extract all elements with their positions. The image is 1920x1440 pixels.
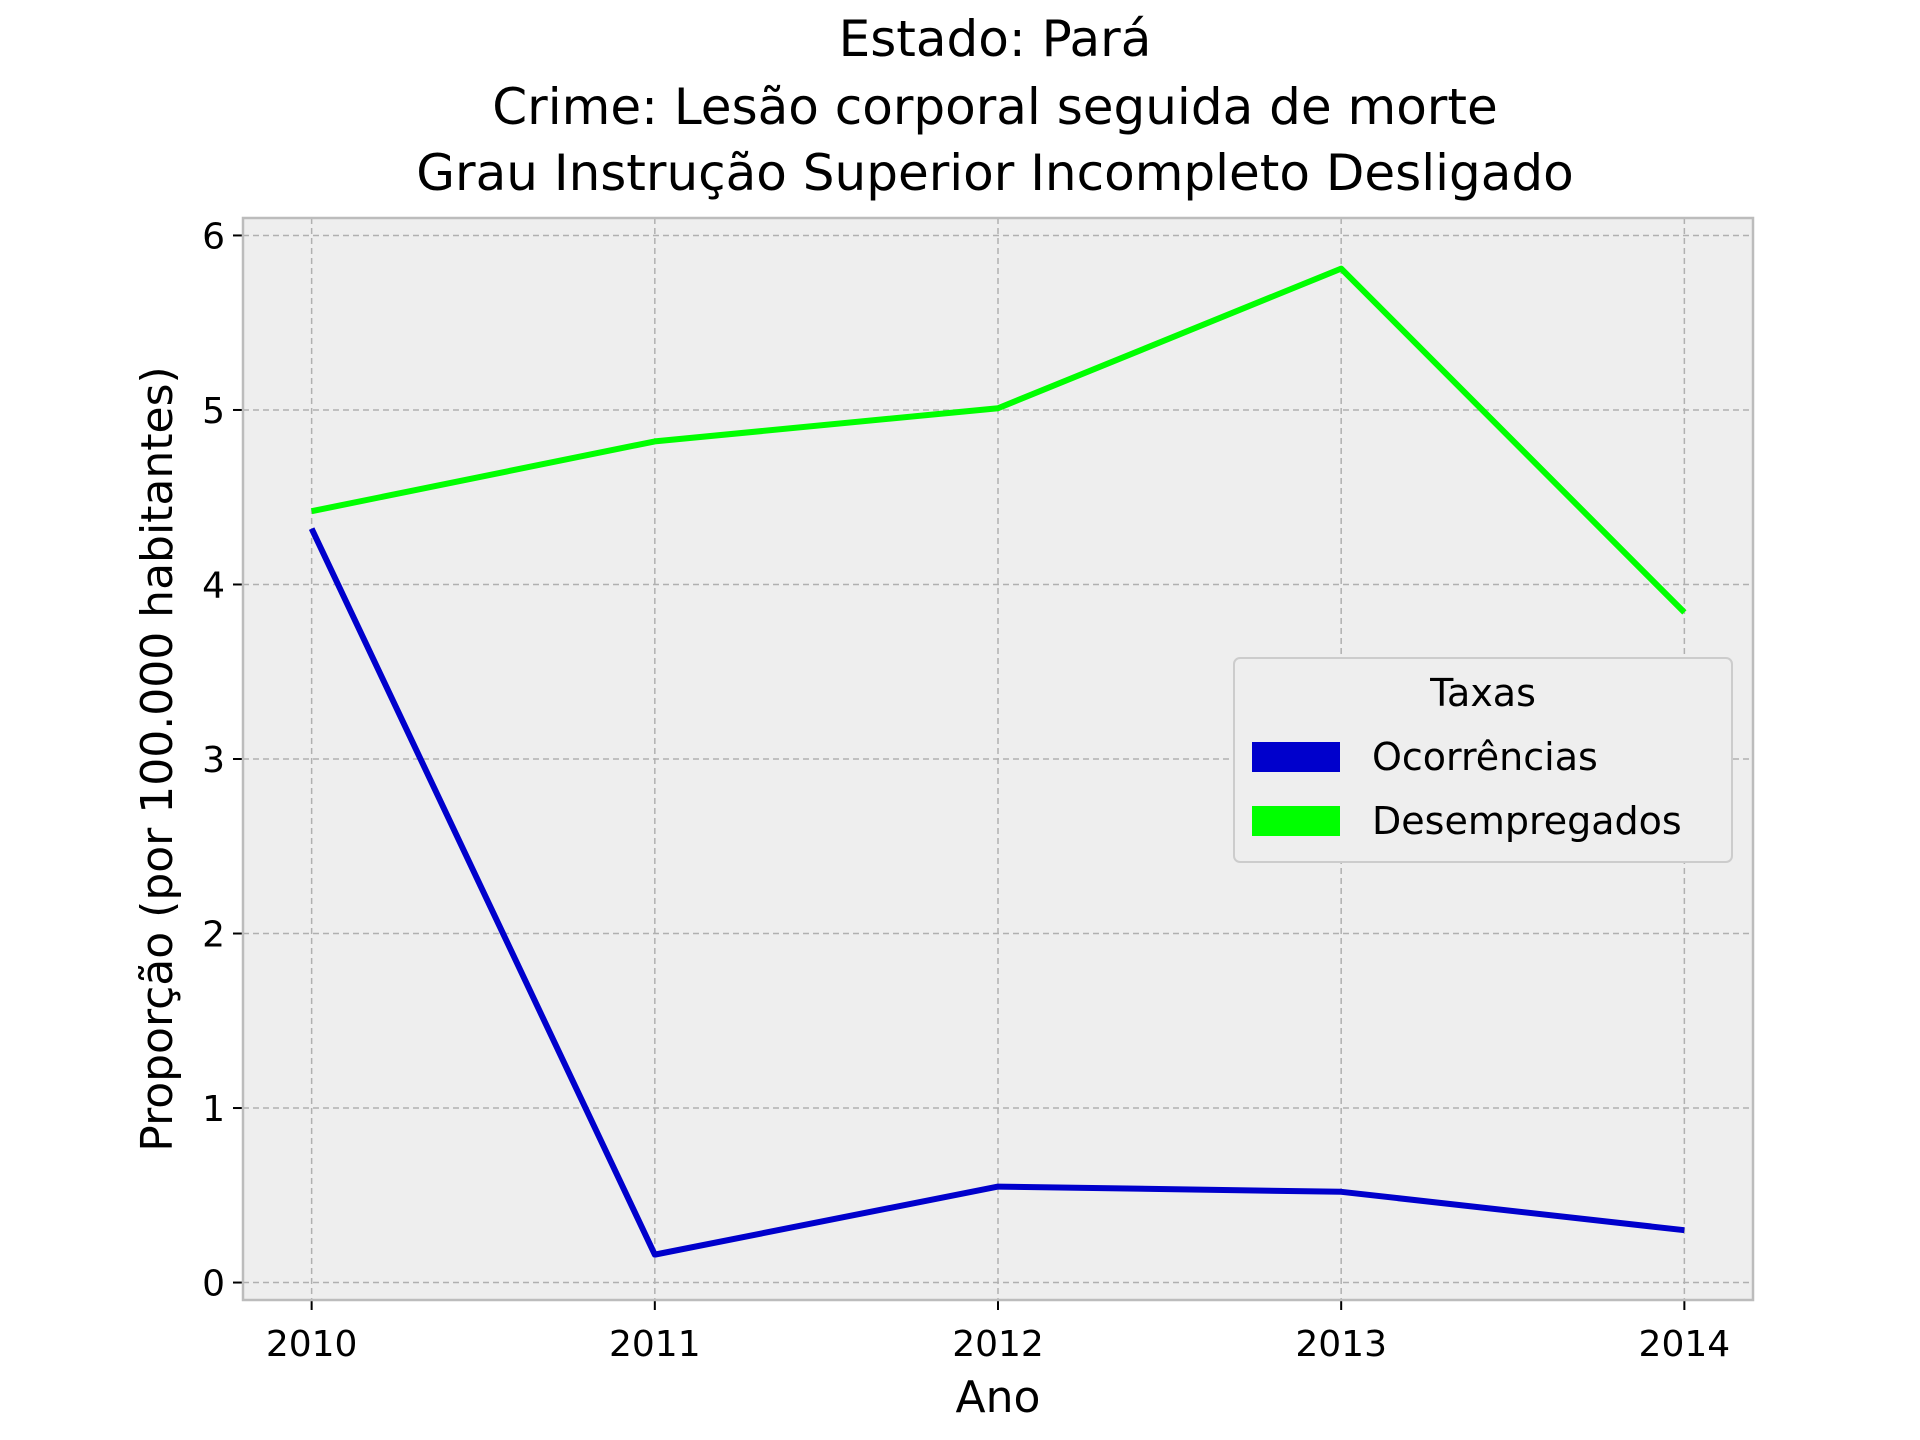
x-axis-ticks: 2010 2011 2012 2013 2014	[266, 1300, 1730, 1365]
legend-label-desempregados: Desempregados	[1372, 799, 1682, 843]
x-tick-label: 2010	[266, 1324, 358, 1365]
x-tick-label: 2014	[1639, 1324, 1731, 1365]
chart-title: Estado: Pará Crime: Lesão corporal segui…	[416, 10, 1573, 202]
x-tick-label: 2013	[1295, 1324, 1387, 1365]
legend-label-ocorrencias: Ocorrências	[1372, 735, 1598, 779]
series-line-ocorrencias	[308, 527, 1685, 1258]
legend-swatch-ocorrencias	[1252, 742, 1340, 772]
y-tick-label: 0	[202, 1264, 225, 1305]
title-line-1: Estado: Pará	[839, 10, 1152, 68]
legend: Taxas Ocorrências Desempregados	[1233, 657, 1733, 863]
title-line-3: Grau Instrução Superior Incompleto Desli…	[416, 144, 1573, 202]
plot-frame	[241, 216, 1755, 1302]
y-axis-label: Proporção (por 100.000 habitantes)	[132, 366, 183, 1151]
series-lines	[308, 265, 1687, 1258]
y-tick-label: 2	[202, 915, 225, 956]
title-line-2: Crime: Lesão corporal seguida de morte	[492, 78, 1497, 136]
x-tick-label: 2012	[952, 1324, 1044, 1365]
legend-title: Taxas	[1429, 671, 1536, 715]
legend-box	[1233, 657, 1733, 863]
y-axis-ticks: 0 1 2 3 4 5 6	[202, 216, 243, 1305]
x-axis-label: Ano	[956, 1372, 1041, 1423]
y-tick-label: 1	[202, 1089, 225, 1130]
y-tick-label: 3	[202, 740, 225, 781]
series-line-desempregados	[311, 265, 1687, 615]
y-tick-label: 5	[202, 391, 225, 432]
y-tick-label: 6	[202, 216, 225, 257]
y-tick-label: 4	[202, 565, 225, 606]
x-tick-label: 2011	[609, 1324, 701, 1365]
legend-swatch-desempregados	[1252, 806, 1340, 836]
